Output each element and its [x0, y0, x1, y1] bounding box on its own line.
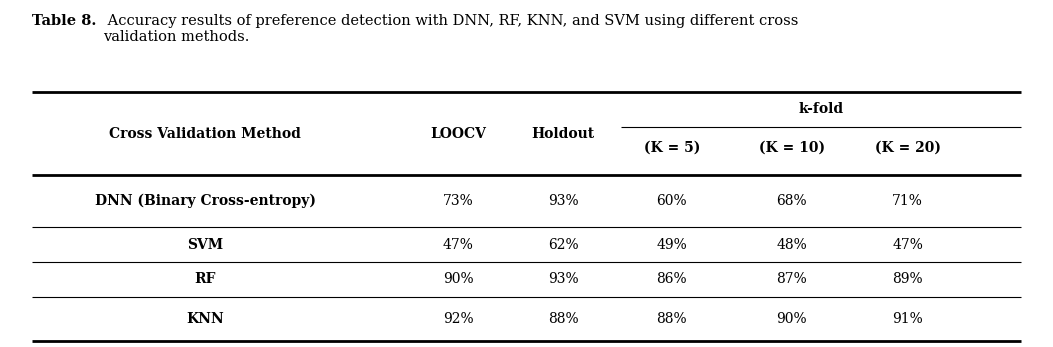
Text: RF: RF — [195, 272, 216, 286]
Text: 60%: 60% — [656, 194, 688, 208]
Text: KNN: KNN — [186, 312, 224, 326]
Text: 91%: 91% — [892, 312, 923, 326]
Text: LOOCV: LOOCV — [430, 127, 486, 141]
Text: 93%: 93% — [548, 194, 579, 208]
Text: (K = 5): (K = 5) — [643, 141, 700, 154]
Text: SVM: SVM — [187, 238, 223, 252]
Text: DNN (Binary Cross-entropy): DNN (Binary Cross-entropy) — [95, 194, 316, 209]
Text: 62%: 62% — [548, 238, 579, 252]
Text: 93%: 93% — [548, 272, 579, 286]
Text: 89%: 89% — [892, 272, 923, 286]
Text: Accuracy results of preference detection with DNN, RF, KNN, and SVM using differ: Accuracy results of preference detection… — [103, 14, 798, 44]
Text: 88%: 88% — [656, 312, 688, 326]
Text: 87%: 87% — [776, 272, 808, 286]
Text: Table 8.: Table 8. — [32, 14, 96, 28]
Text: 47%: 47% — [892, 238, 923, 252]
Text: k-fold: k-fold — [799, 102, 843, 116]
Text: 88%: 88% — [548, 312, 579, 326]
Text: 71%: 71% — [892, 194, 923, 208]
Text: 90%: 90% — [442, 272, 474, 286]
Text: 68%: 68% — [776, 194, 808, 208]
Text: 90%: 90% — [776, 312, 808, 326]
Text: 49%: 49% — [656, 238, 688, 252]
Text: 92%: 92% — [442, 312, 474, 326]
Text: (K = 10): (K = 10) — [759, 141, 824, 154]
Text: 73%: 73% — [442, 194, 474, 208]
Text: (K = 20): (K = 20) — [875, 141, 940, 154]
Text: Holdout: Holdout — [532, 127, 595, 141]
Text: 47%: 47% — [442, 238, 474, 252]
Text: 86%: 86% — [656, 272, 688, 286]
Text: Cross Validation Method: Cross Validation Method — [110, 127, 301, 141]
Text: 48%: 48% — [776, 238, 808, 252]
